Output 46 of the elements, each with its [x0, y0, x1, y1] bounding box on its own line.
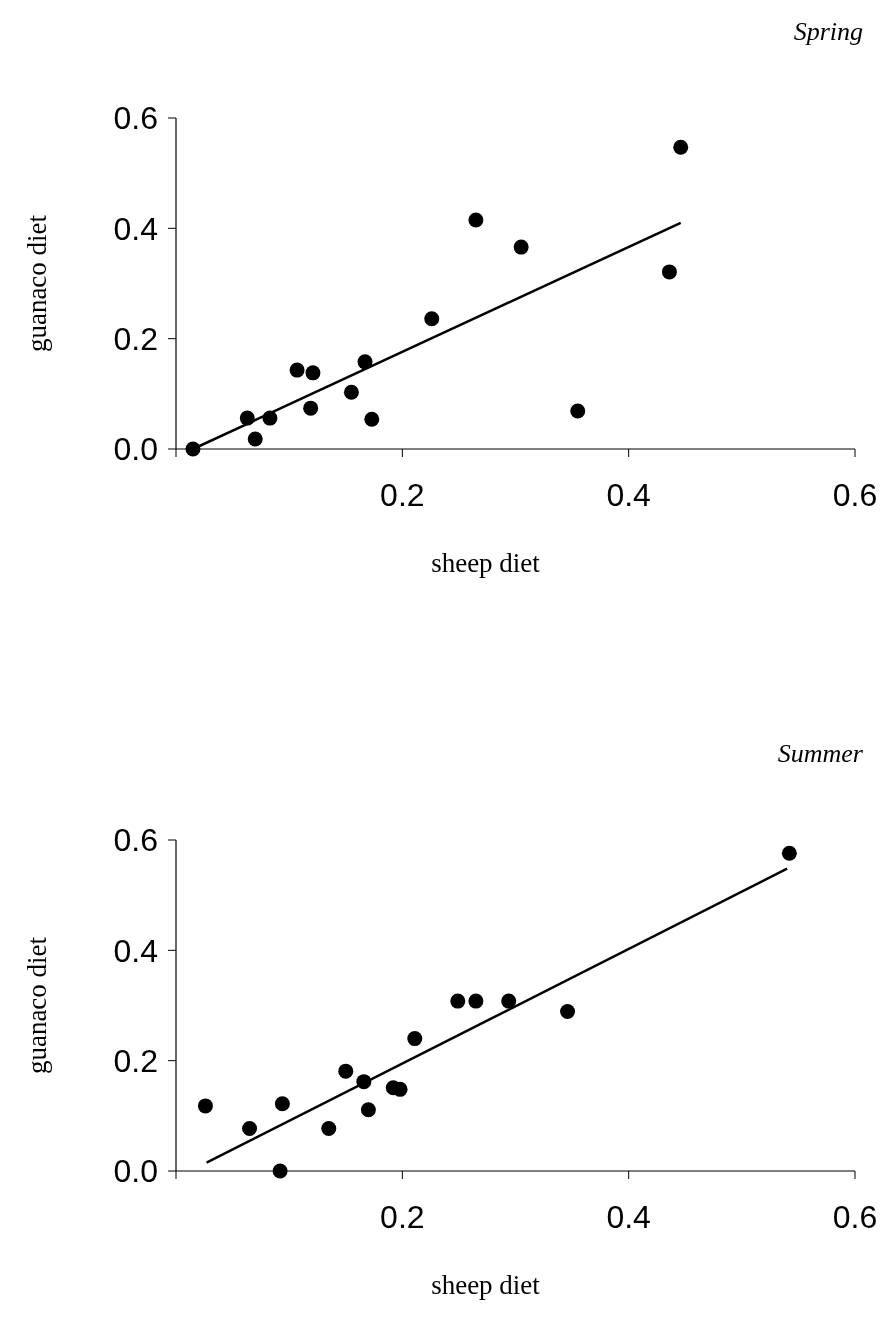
x-tick-label: 0.6	[832, 1199, 878, 1235]
point	[343, 384, 359, 400]
point	[781, 845, 797, 861]
point	[501, 993, 517, 1009]
point	[274, 1096, 290, 1112]
x-tick-label: 0.4	[606, 477, 651, 513]
y-tick-label: 0.2	[113, 1042, 158, 1079]
point	[407, 1031, 423, 1047]
point	[247, 431, 263, 447]
y-tick-label: 0.4	[113, 210, 158, 247]
point	[242, 1121, 258, 1137]
point	[305, 365, 321, 381]
point	[338, 1063, 354, 1079]
x-tick-label: 0.4	[606, 1199, 651, 1235]
point	[364, 411, 380, 427]
chart-title: Summer	[777, 739, 864, 768]
point	[197, 1098, 213, 1114]
x-axis-title: sheep diet	[431, 1270, 541, 1300]
point	[424, 311, 440, 327]
point	[468, 993, 484, 1009]
point	[360, 1102, 376, 1118]
y-tick-label: 0.0	[113, 431, 158, 468]
point	[468, 212, 484, 228]
point	[289, 362, 305, 378]
y-tick-label: 0.6	[113, 100, 158, 137]
point	[513, 239, 529, 255]
y-axis-title: guanaco diet	[22, 936, 52, 1075]
point	[661, 264, 677, 280]
point	[321, 1121, 337, 1137]
point	[272, 1163, 288, 1179]
x-tick-label: 0.6	[832, 477, 878, 513]
point	[303, 400, 319, 416]
chart-title: Spring	[793, 17, 863, 46]
point	[450, 993, 466, 1009]
x-tick-label: 0.2	[380, 477, 425, 513]
y-tick-label: 0.0	[113, 1153, 158, 1190]
y-tick-label: 0.2	[113, 320, 158, 357]
y-tick-label: 0.4	[113, 932, 158, 969]
point	[560, 1004, 576, 1020]
point	[357, 354, 373, 370]
x-tick-label: 0.2	[380, 1199, 425, 1235]
point	[673, 139, 689, 155]
y-tick-label: 0.6	[113, 822, 158, 859]
point	[570, 403, 586, 419]
x-axis-title: sheep diet	[431, 548, 541, 578]
y-axis-title: guanaco diet	[22, 214, 52, 353]
